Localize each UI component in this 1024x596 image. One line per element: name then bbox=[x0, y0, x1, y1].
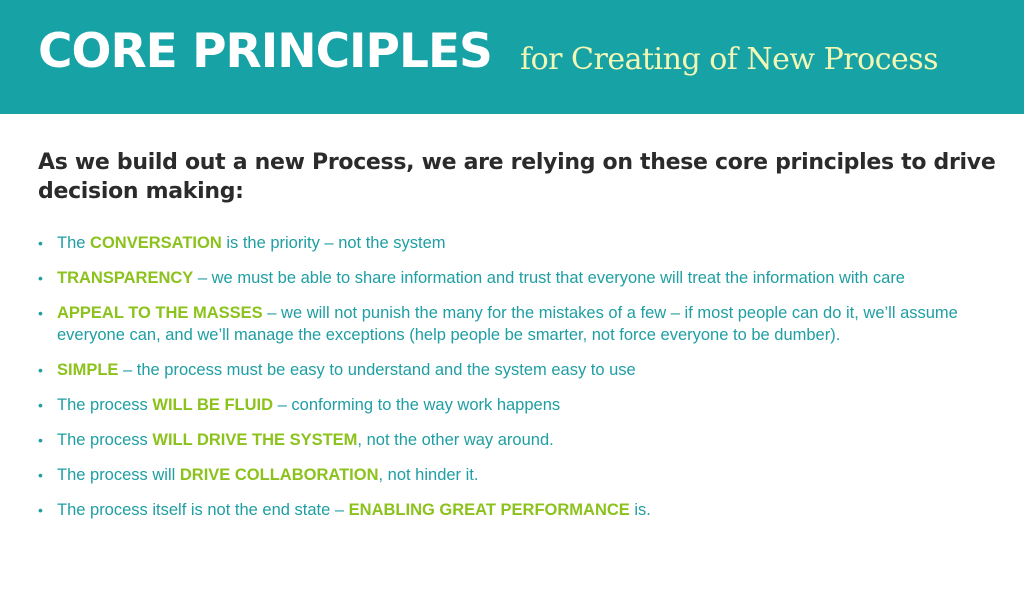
bullet-icon: • bbox=[38, 362, 43, 378]
item-text-after: is the priority – not the system bbox=[221, 234, 446, 252]
bullet-icon: • bbox=[38, 467, 43, 483]
header-banner: CORE PRINCIPLES for Creating of New Proc… bbox=[0, 0, 1024, 114]
item-highlight: ENABLING GREAT PERFORMANCE bbox=[348, 501, 630, 519]
item-highlight: CONVERSATION bbox=[90, 234, 222, 252]
item-text-after: , not the other way around. bbox=[357, 431, 554, 449]
item-text-after: – conforming to the way work happens bbox=[273, 396, 561, 414]
item-text-after: is. bbox=[629, 501, 651, 519]
list-item: • The process will DRIVE COLLABORATION, n… bbox=[38, 464, 998, 486]
bullet-icon: • bbox=[38, 432, 43, 448]
list-item: • SIMPLE – the process must be easy to un… bbox=[38, 359, 998, 381]
item-text-after: – the process must be easy to understand… bbox=[118, 361, 636, 379]
list-item: • The process itself is not the end state… bbox=[38, 499, 998, 521]
bullet-icon: • bbox=[38, 502, 43, 518]
item-text-before: The process bbox=[57, 396, 153, 414]
item-text-before: The bbox=[57, 234, 91, 252]
bullet-icon: • bbox=[38, 235, 43, 251]
intro-text: As we build out a new Process, we are re… bbox=[38, 150, 996, 204]
item-text-before: The process bbox=[57, 431, 153, 449]
list-item: • The process WILL DRIVE THE SYSTEM, not … bbox=[38, 429, 998, 451]
item-highlight: SIMPLE bbox=[57, 361, 119, 379]
bullet-icon: • bbox=[38, 270, 43, 286]
item-text-after: – we must be able to share information a… bbox=[193, 269, 905, 287]
list-item: • The process WILL BE FLUID – conforming … bbox=[38, 394, 998, 416]
slide-subtitle: for Creating of New Process bbox=[520, 42, 939, 77]
item-highlight: WILL BE FLUID bbox=[152, 396, 274, 414]
item-text-before: The process itself is not the end state … bbox=[57, 501, 349, 519]
item-highlight: DRIVE COLLABORATION bbox=[179, 466, 379, 484]
list-item: • APPEAL TO THE MASSES – we will not puni… bbox=[38, 302, 998, 346]
slide-title: CORE PRINCIPLES bbox=[38, 24, 493, 79]
item-highlight: TRANSPARENCY bbox=[57, 269, 194, 287]
principles-list: • The CONVERSATION is the priority – not … bbox=[38, 232, 998, 534]
item-text-after: – we will not punish the many for the mi… bbox=[57, 304, 958, 344]
list-item: • TRANSPARENCY – we must be able to share… bbox=[38, 267, 998, 289]
list-item: • The CONVERSATION is the priority – not … bbox=[38, 232, 998, 254]
bullet-icon: • bbox=[38, 305, 43, 321]
bullet-icon: • bbox=[38, 397, 43, 413]
item-text-after: , not hinder it. bbox=[378, 466, 479, 484]
item-highlight: WILL DRIVE THE SYSTEM bbox=[152, 431, 358, 449]
item-text-before: The process will bbox=[57, 466, 180, 484]
item-highlight: APPEAL TO THE MASSES bbox=[57, 304, 263, 322]
